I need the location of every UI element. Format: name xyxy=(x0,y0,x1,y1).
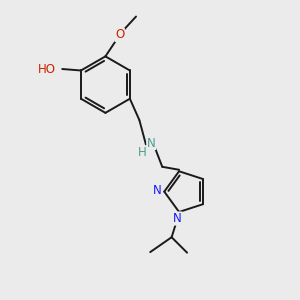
Text: N: N xyxy=(147,136,156,149)
Text: H: H xyxy=(138,146,147,159)
Text: O: O xyxy=(115,28,124,41)
Text: N: N xyxy=(153,184,162,196)
Text: N: N xyxy=(173,212,182,225)
Text: HO: HO xyxy=(38,62,56,76)
